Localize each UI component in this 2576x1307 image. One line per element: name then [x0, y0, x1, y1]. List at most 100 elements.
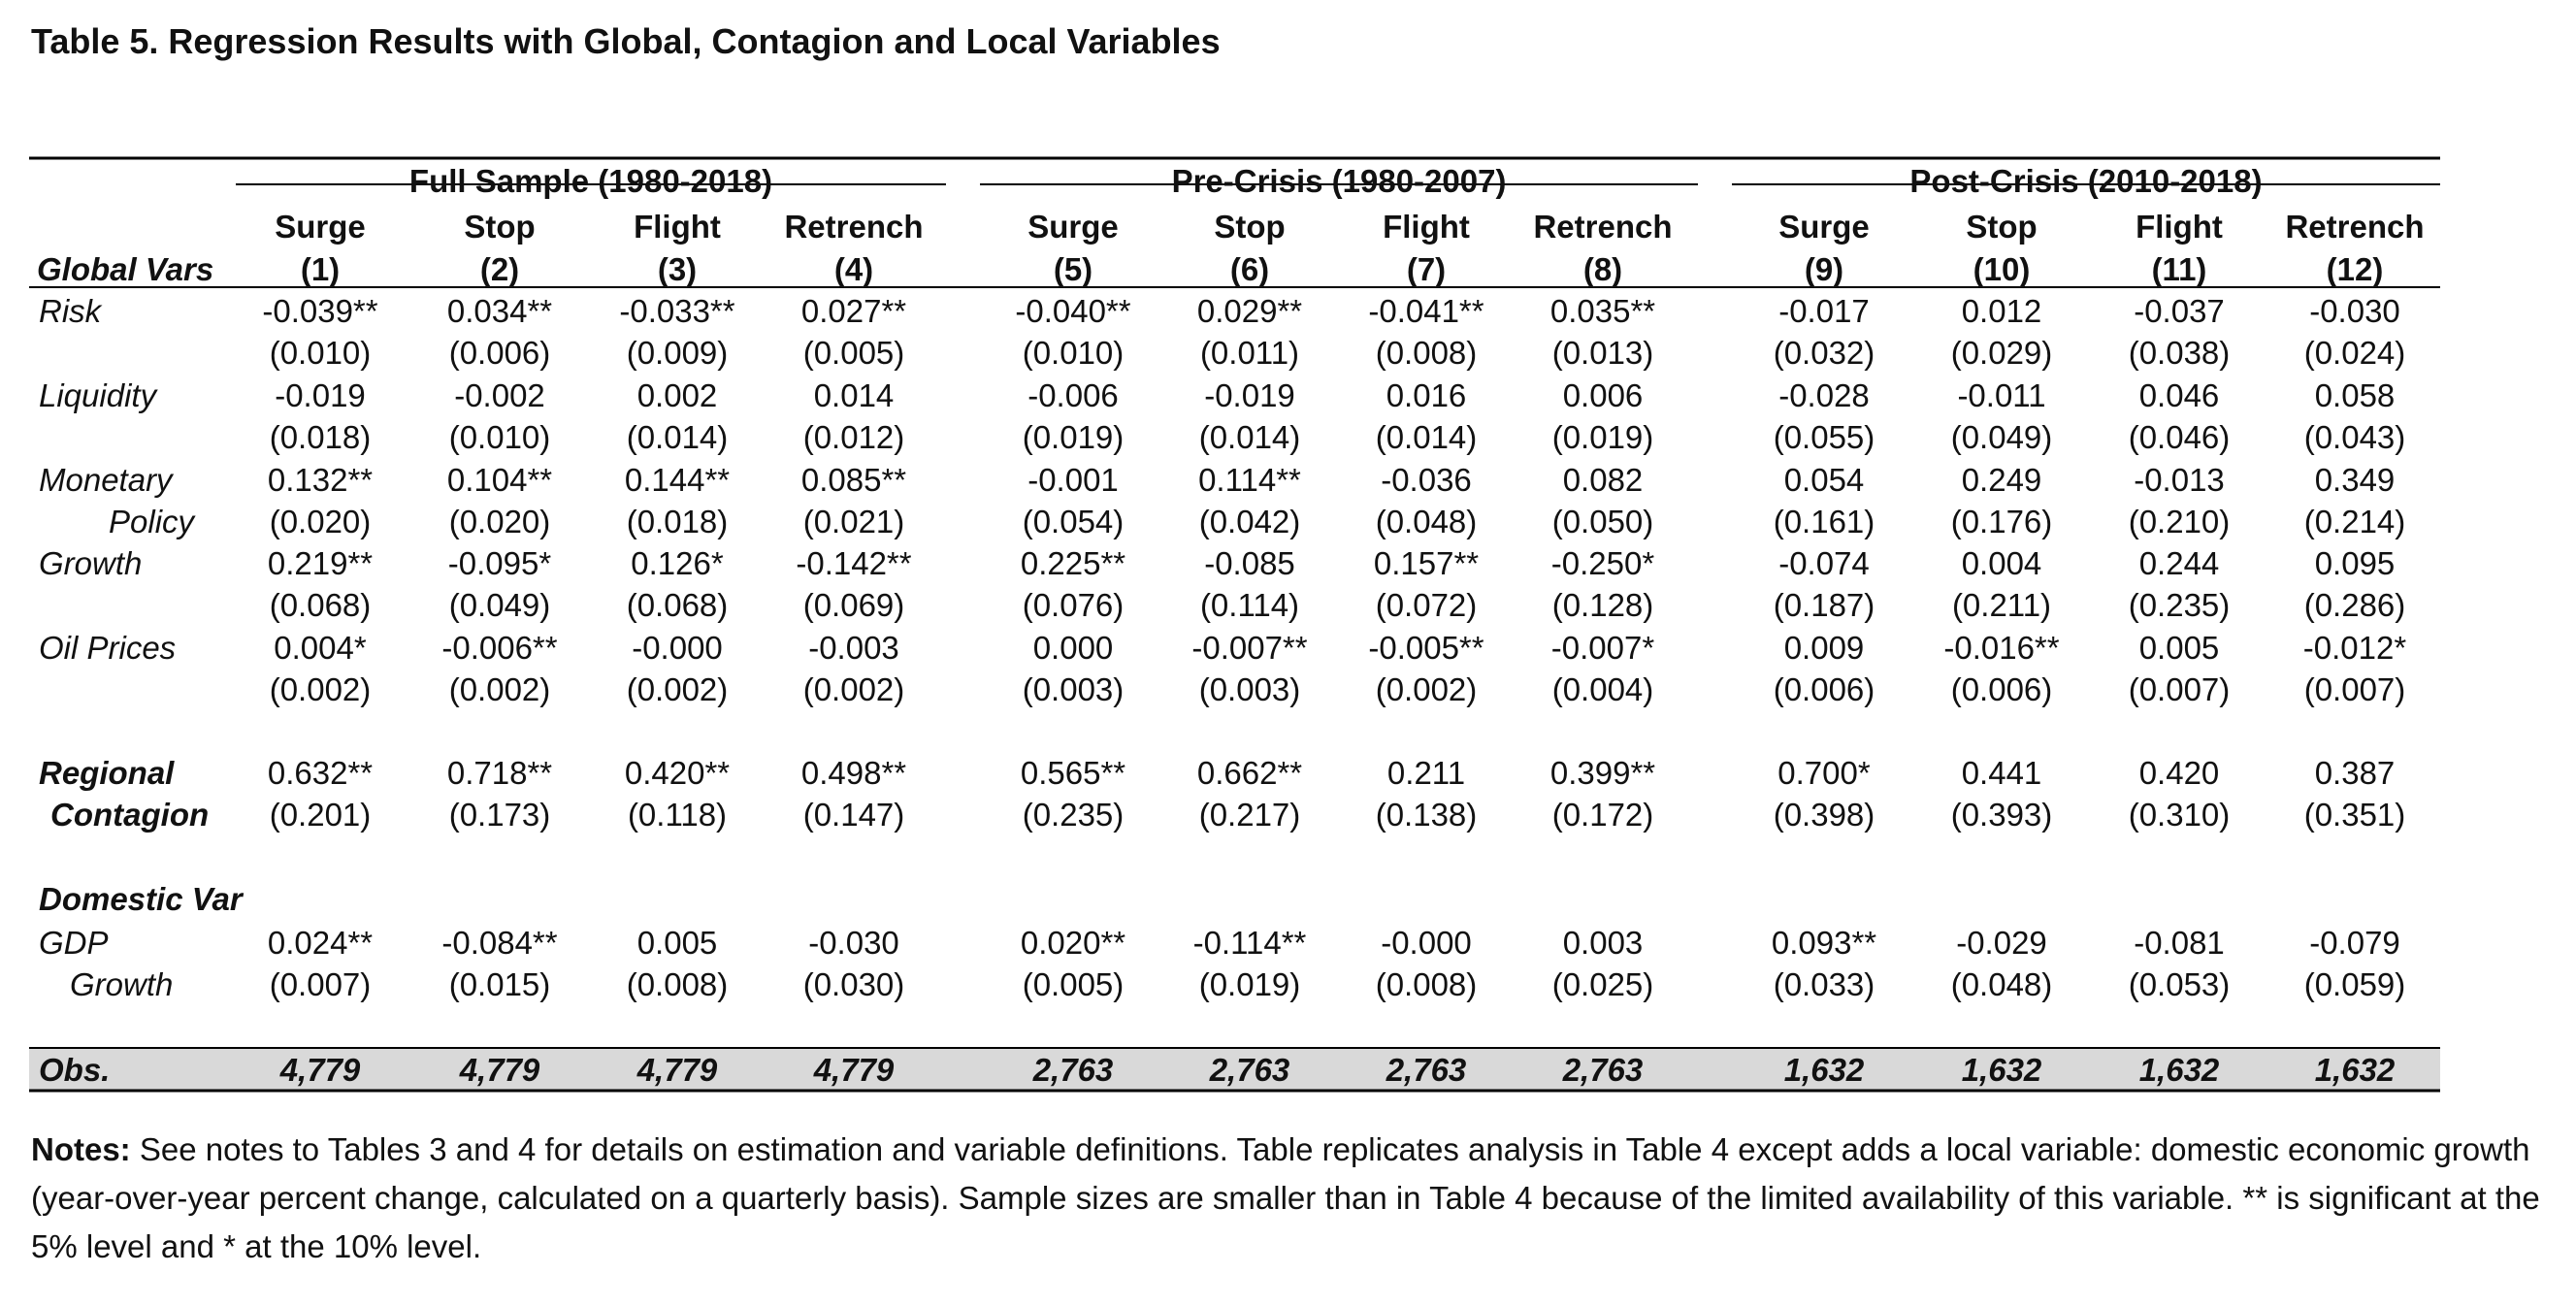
- standard-error: (0.138): [1376, 797, 1478, 833]
- standard-error: (0.002): [627, 671, 729, 707]
- standard-error: (0.002): [449, 671, 551, 707]
- standard-error: (0.013): [1552, 335, 1654, 371]
- standard-error: (0.025): [1552, 966, 1654, 1002]
- coefficient: -0.081: [2134, 925, 2225, 961]
- coefficient: 0.016: [1386, 377, 1467, 413]
- coefficient: -0.114**: [1193, 925, 1307, 961]
- standard-error: (0.048): [1951, 966, 2053, 1002]
- column-header-8: Retrench: [1533, 209, 1672, 245]
- standard-error: (0.014): [1376, 419, 1478, 455]
- coefficient: 0.005: [637, 925, 718, 961]
- table-title: Table 5. Regression Results with Global,…: [31, 21, 1221, 61]
- standard-error: (0.068): [270, 587, 372, 623]
- column-header-11: Flight: [2136, 209, 2223, 245]
- standard-error: (0.114): [1200, 587, 1299, 623]
- coefficient: 0.565**: [1021, 755, 1125, 791]
- coefficient: 0.020**: [1021, 925, 1125, 961]
- standard-error: (0.002): [270, 671, 372, 707]
- standard-error: (0.003): [1023, 671, 1125, 707]
- global-vars-label: Global Vars: [37, 251, 213, 287]
- coefficient: -0.005**: [1368, 630, 1484, 666]
- coefficient: -0.007*: [1551, 630, 1655, 666]
- coefficient: -0.007**: [1191, 630, 1307, 666]
- standard-error: (0.019): [1023, 419, 1125, 455]
- coefficient: 0.387: [2315, 755, 2396, 791]
- row-label-line2: Growth: [70, 966, 173, 1002]
- standard-error: (0.050): [1552, 504, 1654, 539]
- obs-value: 1,632: [1784, 1052, 1865, 1088]
- coefficient: 0.700*: [1777, 755, 1871, 791]
- obs-value: 2,763: [1386, 1052, 1467, 1088]
- standard-error: (0.009): [627, 335, 729, 371]
- standard-error: (0.024): [2304, 335, 2406, 371]
- standard-error: (0.214): [2304, 504, 2406, 539]
- standard-error: (0.020): [449, 504, 551, 539]
- obs-value: 4,779: [636, 1052, 718, 1088]
- coefficient: 0.104**: [447, 462, 552, 498]
- row-label: Oil Prices: [39, 630, 176, 666]
- coefficient: -0.030: [2309, 293, 2400, 329]
- coefficient: 0.000: [1033, 630, 1114, 666]
- standard-error: (0.055): [1774, 419, 1875, 455]
- obs-value: 1,632: [2139, 1052, 2220, 1088]
- standard-error: (0.010): [270, 335, 372, 371]
- obs-value: 2,763: [1032, 1052, 1114, 1088]
- obs-value: 4,779: [459, 1052, 540, 1088]
- coefficient: -0.002: [454, 377, 545, 413]
- coefficient: -0.016**: [1943, 630, 2059, 666]
- standard-error: (0.128): [1552, 587, 1654, 623]
- coefficient: 0.009: [1784, 630, 1865, 666]
- column-number-11: (11): [2152, 251, 2207, 287]
- coefficient: -0.012*: [2303, 630, 2407, 666]
- standard-error: (0.032): [1774, 335, 1875, 371]
- standard-error: (0.053): [2129, 966, 2231, 1002]
- coefficient: 0.034**: [447, 293, 552, 329]
- standard-error: (0.018): [627, 504, 729, 539]
- standard-error: (0.030): [803, 966, 905, 1002]
- standard-error: (0.011): [1200, 335, 1299, 371]
- column-header-7: Flight: [1383, 209, 1470, 245]
- obs-value: 4,779: [279, 1052, 361, 1088]
- standard-error: (0.076): [1023, 587, 1125, 623]
- column-header-12: Retrench: [2285, 209, 2424, 245]
- standard-error: (0.069): [803, 587, 905, 623]
- standard-error: (0.006): [449, 335, 551, 371]
- column-number-8: (8): [1583, 251, 1622, 287]
- coefficient: -0.142**: [796, 545, 911, 581]
- coefficient: 0.349: [2315, 462, 2396, 498]
- notes-lead: Notes:: [31, 1131, 131, 1167]
- coefficient: 0.249: [1962, 462, 2042, 498]
- standard-error: (0.049): [1951, 419, 2053, 455]
- row-label: Risk: [39, 293, 103, 329]
- standard-error: (0.176): [1951, 504, 2053, 539]
- standard-error: (0.019): [1552, 419, 1654, 455]
- standard-error: (0.021): [803, 504, 905, 539]
- coefficient: -0.011: [1957, 377, 2045, 413]
- standard-error: (0.217): [1199, 797, 1301, 833]
- coefficient: 0.004*: [274, 630, 367, 666]
- standard-error: (0.310): [2129, 797, 2231, 833]
- standard-error: (0.007): [2129, 671, 2231, 707]
- coefficient: 0.399**: [1550, 755, 1655, 791]
- coefficient: 0.029**: [1197, 293, 1302, 329]
- column-number-12: (12): [2327, 251, 2384, 287]
- standard-error: (0.286): [2304, 587, 2406, 623]
- standard-error: (0.173): [449, 797, 551, 833]
- standard-error: (0.002): [1376, 671, 1478, 707]
- column-number-10: (10): [1973, 251, 2031, 287]
- coefficient: -0.084**: [441, 925, 557, 961]
- table-notes: Notes: See notes to Tables 3 and 4 for d…: [31, 1126, 2554, 1271]
- coefficient: -0.017: [1778, 293, 1870, 329]
- domestic-var-label: Domestic Var: [39, 881, 245, 917]
- coefficient: 0.662**: [1197, 755, 1302, 791]
- standard-error: (0.038): [2129, 335, 2231, 371]
- standard-error: (0.161): [1774, 504, 1875, 539]
- coefficient: 0.632**: [268, 755, 373, 791]
- coefficient: -0.000: [632, 630, 723, 666]
- coefficient: -0.000: [1381, 925, 1472, 961]
- regression-table: Full Sample (1980-2018) Pre-Crisis (1980-…: [29, 156, 2440, 1093]
- standard-error: (0.211): [1952, 587, 2051, 623]
- standard-error: (0.008): [627, 966, 729, 1002]
- coefficient: 0.014: [814, 377, 895, 413]
- coefficient: -0.041**: [1368, 293, 1484, 329]
